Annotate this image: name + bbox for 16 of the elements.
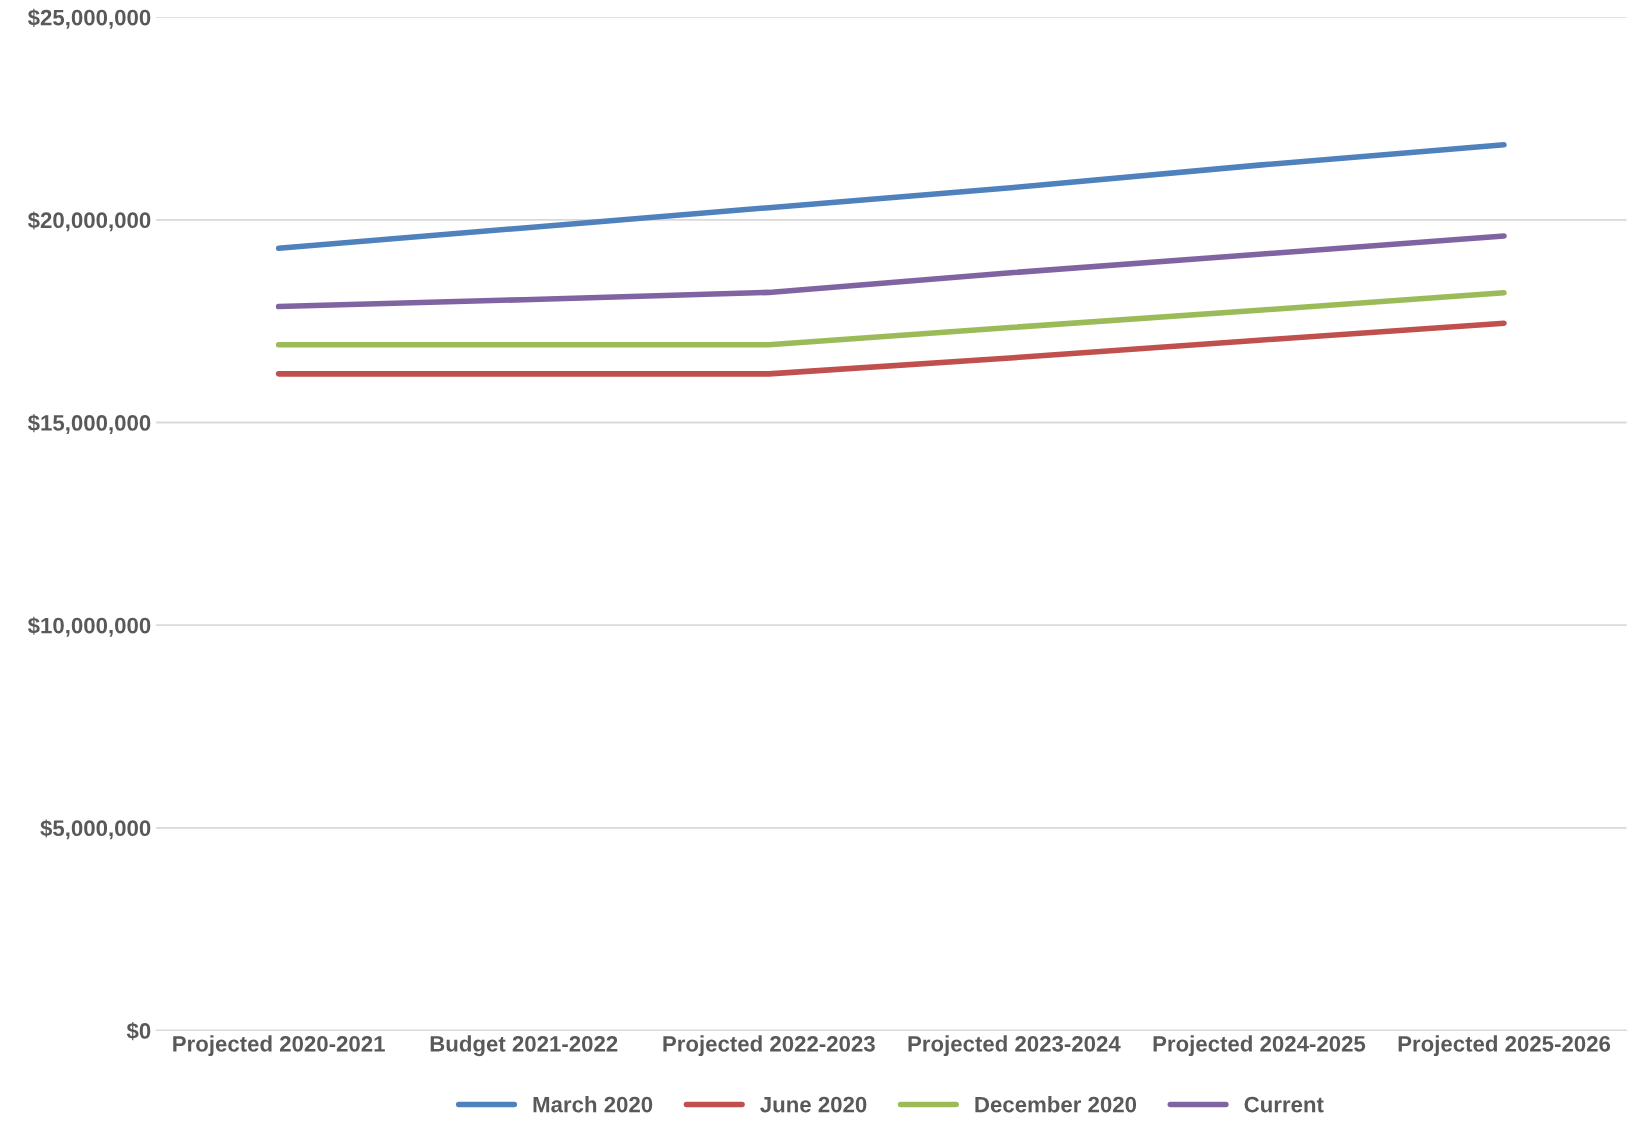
- y-tick-label: $25,000,000: [27, 8, 151, 29]
- x-tick-label: Projected 2024-2025: [1153, 1035, 1366, 1057]
- x-tick-label: Projected 2022-2023: [663, 1035, 875, 1057]
- y-tick-label: $0: [126, 1022, 151, 1041]
- y-tick-label: $15,000,000: [27, 414, 151, 434]
- y-tick-label: $10,000,000: [27, 616, 151, 637]
- legend-label: March 2020: [533, 1096, 653, 1113]
- legend-label: Current: [1244, 1096, 1324, 1113]
- x-tick-label: Projected 2025-2026: [1398, 1035, 1611, 1057]
- x-tick-label: Budget 2021-2022: [430, 1035, 618, 1057]
- x-tick-label: Projected 2020-2021: [173, 1035, 385, 1057]
- legend-label: December 2020: [975, 1096, 1137, 1113]
- x-tick-label: Projected 2023-2024: [908, 1035, 1121, 1057]
- legend-label: June 2020: [760, 1096, 867, 1113]
- y-tick-label: $5,000,000: [40, 819, 151, 840]
- y-tick-label: $20,000,000: [27, 211, 151, 232]
